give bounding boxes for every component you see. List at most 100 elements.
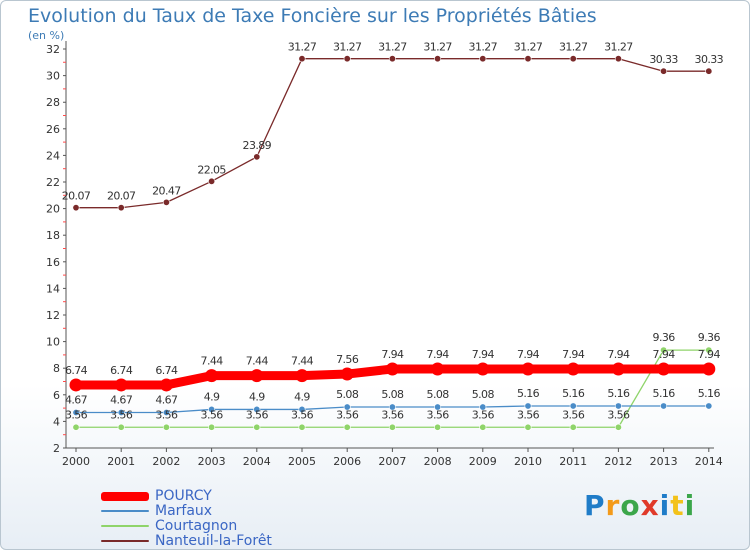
data-point-pourcy [250,369,264,383]
data-point-marfaux [479,403,487,411]
data-point-marfaux [388,403,396,411]
data-label-pourcy: 7.94 [472,348,495,361]
x-tick-label: 2002 [152,455,180,468]
data-label-nanteuil-la-foret: 30.33 [649,53,678,66]
x-tick-label: 2012 [604,455,632,468]
data-point-pourcy [611,362,625,376]
legend-label-courtagnon: Courtagnon [155,518,238,534]
data-point-pourcy [657,362,671,376]
y-tick-label: 28 [46,96,60,109]
y-tick-label: 30 [46,70,60,83]
data-label-courtagnon: 3.56 [291,408,314,421]
data-label-nanteuil-la-foret: 20.07 [62,190,91,203]
data-point-pourcy [476,362,490,376]
x-tick-label: 2011 [559,455,587,468]
data-label-marfaux: 5.08 [427,388,450,401]
data-point-courtagnon [569,423,577,431]
data-point-courtagnon [614,423,622,431]
x-tick-label: 2008 [424,455,452,468]
data-label-pourcy: 6.74 [65,364,88,377]
data-point-nanteuil-la-foret [72,204,80,212]
data-point-nanteuil-la-foret [524,55,532,63]
data-point-pourcy [69,378,83,392]
logo-letter: t [670,489,685,522]
data-label-marfaux: 5.16 [562,387,585,400]
data-label-nanteuil-la-foret: 30.33 [695,53,724,66]
data-point-marfaux [208,405,216,413]
data-label-courtagnon: 3.56 [246,408,269,421]
data-label-pourcy: 7.44 [201,355,224,368]
data-point-courtagnon [298,423,306,431]
logo-letter: P [584,489,606,522]
data-label-pourcy: 7.94 [517,348,540,361]
legend-item-pourcy: POURCY [101,488,212,504]
data-label-marfaux: 4.9 [294,390,310,403]
data-point-marfaux [614,402,622,410]
data-point-courtagnon [524,423,532,431]
y-tick-label: 16 [46,256,60,269]
data-label-courtagnon: 3.56 [607,408,630,421]
x-tick-label: 2006 [333,455,361,468]
data-point-marfaux [72,408,80,416]
data-label-marfaux: 4.9 [204,390,220,403]
data-label-courtagnon: 3.56 [472,408,495,421]
data-point-pourcy [702,362,716,376]
data-label-courtagnon: 3.56 [201,408,224,421]
logo-letter: o [620,489,641,522]
data-point-courtagnon [208,423,216,431]
data-label-marfaux: 4.67 [65,393,88,406]
data-point-marfaux [253,405,261,413]
x-tick-label: 2010 [514,455,542,468]
data-label-marfaux: 5.08 [472,388,495,401]
data-label-courtagnon: 3.56 [110,408,133,421]
data-label-nanteuil-la-foret: 20.07 [107,190,136,203]
legend-label-pourcy: POURCY [155,488,212,504]
data-label-nanteuil-la-foret: 20.47 [152,184,181,197]
y-tick-label: 18 [46,229,60,242]
x-tick-label: 2004 [243,455,271,468]
data-point-courtagnon [162,423,170,431]
y-tick-label: 8 [53,362,60,375]
legend-swatch-marfaux [101,510,149,512]
data-label-courtagnon: 9.36 [698,331,721,344]
data-label-pourcy: 7.94 [562,348,585,361]
data-label-pourcy: 6.74 [110,364,133,377]
data-label-courtagnon: 3.56 [517,408,540,421]
data-point-courtagnon [253,423,261,431]
data-label-marfaux: 5.16 [607,387,630,400]
y-tick-label: 26 [46,123,60,136]
data-label-marfaux: 4.9 [249,390,265,403]
data-label-nanteuil-la-foret: 31.27 [559,41,588,54]
legend-swatch-nanteuil [101,540,149,542]
data-label-pourcy: 7.94 [607,348,630,361]
y-tick-label: 14 [46,282,60,295]
logo-letter: i [684,489,696,522]
data-point-nanteuil-la-foret [705,67,713,75]
data-point-marfaux [434,403,442,411]
y-tick-label: 24 [46,149,60,162]
data-point-nanteuil-la-foret [298,55,306,63]
legend-item-nanteuil: Nanteuil-la-Forêt [101,533,272,549]
data-point-marfaux [343,403,351,411]
y-unit-label: (en %) [28,29,65,42]
data-point-marfaux [117,408,125,416]
data-point-courtagnon [479,423,487,431]
x-tick-label: 2009 [469,455,497,468]
legend-label-marfaux: Marfaux [155,503,213,519]
data-point-pourcy [114,378,128,392]
data-point-nanteuil-la-foret [614,55,622,63]
data-point-nanteuil-la-foret [208,177,216,185]
x-tick-label: 2005 [288,455,316,468]
data-point-pourcy [566,362,580,376]
x-tick-label: 2003 [198,455,226,468]
data-label-nanteuil-la-foret: 31.27 [378,41,407,54]
data-point-nanteuil-la-foret [117,204,125,212]
legend-label-nanteuil: Nanteuil-la-Forêt [155,533,272,549]
data-point-marfaux [569,402,577,410]
data-label-courtagnon: 3.56 [427,408,450,421]
data-point-pourcy [340,367,354,381]
data-label-courtagnon: 3.56 [562,408,585,421]
data-point-courtagnon [705,346,713,354]
data-label-marfaux: 4.67 [155,393,178,406]
